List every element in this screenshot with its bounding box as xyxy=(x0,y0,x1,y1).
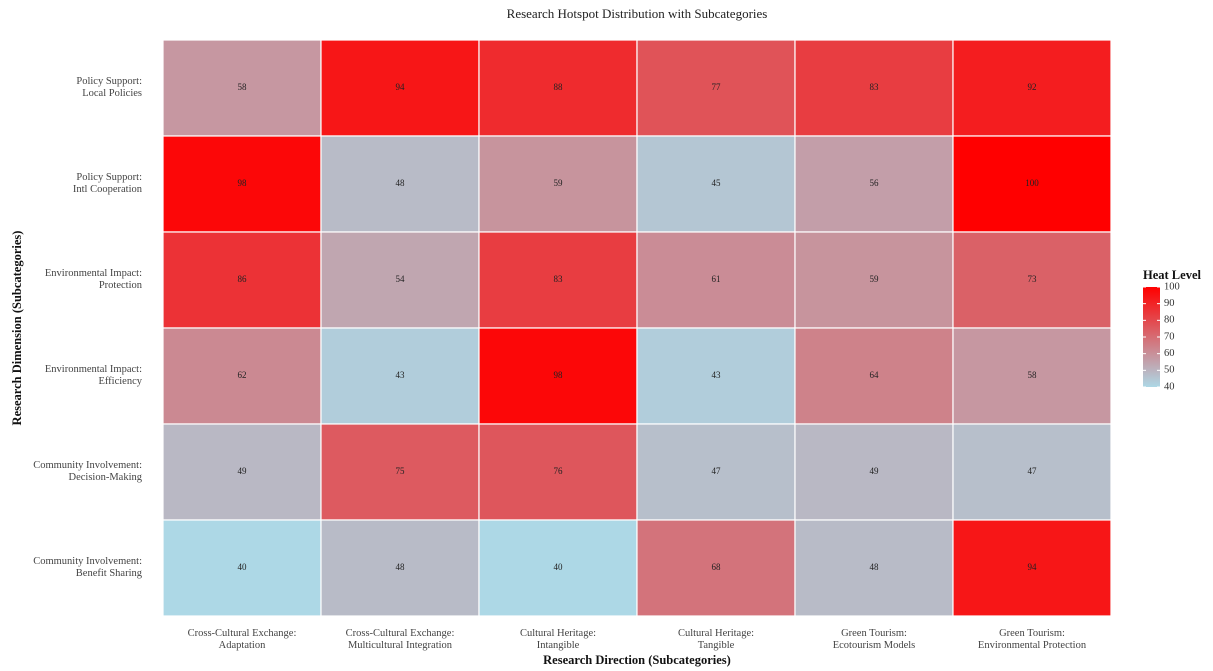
cell-label: 77 xyxy=(712,82,722,92)
colorbar-tick-label: 70 xyxy=(1164,331,1175,342)
cell-label: 94 xyxy=(1028,562,1038,572)
x-tick-label: Cultural Heritage: Intangible xyxy=(519,628,597,651)
cell-label: 88 xyxy=(554,82,564,92)
heat-cell xyxy=(794,423,954,521)
heat-cell xyxy=(478,231,638,329)
cell-label: 40 xyxy=(238,562,248,572)
colorbar-tick-label: 90 xyxy=(1164,298,1175,309)
colorbar-tick-label: 40 xyxy=(1164,381,1175,392)
heat-cell xyxy=(952,423,1112,521)
cell-label: 61 xyxy=(712,274,721,284)
heat-cell xyxy=(478,39,638,137)
cell-label: 68 xyxy=(712,562,722,572)
x-tick-label: Cross-Cultural Exchange: Multicultural I… xyxy=(345,628,455,651)
x-tick-label: Cultural Heritage: Tangible xyxy=(677,628,755,651)
heat-cell xyxy=(478,423,638,521)
heat-cell xyxy=(952,39,1112,137)
cell-label: 98 xyxy=(238,178,248,188)
y-tick-label: Community Involvement: Decision-Making xyxy=(33,460,142,483)
cell-label: 59 xyxy=(870,274,880,284)
cell-label: 58 xyxy=(1028,370,1038,380)
heat-cell xyxy=(952,231,1112,329)
y-tick-label: Policy Support: Local Policies xyxy=(76,76,142,99)
y-axis-title: Research Dimension (Subcategories) xyxy=(10,231,24,426)
heat-cell xyxy=(636,135,796,233)
cell-label: 73 xyxy=(1028,274,1038,284)
cell-label: 94 xyxy=(396,82,406,92)
y-tick-label: Community Involvement: Benefit Sharing xyxy=(33,556,142,579)
cell-label: 75 xyxy=(396,466,406,476)
heat-cell xyxy=(320,327,480,425)
heat-cell xyxy=(952,519,1112,617)
heat-cell xyxy=(794,519,954,617)
heat-cell xyxy=(162,423,322,521)
cell-label: 92 xyxy=(1028,82,1037,92)
heat-cell xyxy=(162,231,322,329)
cell-label: 98 xyxy=(554,370,564,380)
heat-cell xyxy=(636,39,796,137)
colorbar-tick-label: 60 xyxy=(1164,348,1175,359)
heat-cell xyxy=(794,327,954,425)
heat-cell xyxy=(162,519,322,617)
cell-label: 48 xyxy=(870,562,880,572)
colorbar-tick-label: 100 xyxy=(1164,281,1180,292)
heat-cell xyxy=(636,423,796,521)
cell-label: 49 xyxy=(238,466,248,476)
cell-label: 48 xyxy=(396,562,406,572)
x-tick-label: Cross-Cultural Exchange: Adaptation xyxy=(187,628,297,651)
y-tick-label: Environmental Impact: Efficiency xyxy=(44,364,142,387)
cell-label: 64 xyxy=(870,370,880,380)
heat-cell xyxy=(794,231,954,329)
colorbar xyxy=(1143,287,1160,387)
colorbar-tick-label: 80 xyxy=(1164,315,1175,326)
x-axis-title: Research Direction (Subcategories) xyxy=(543,653,731,667)
cell-label: 100 xyxy=(1025,178,1039,188)
colorbar-tick-label: 50 xyxy=(1164,365,1175,376)
cell-label: 45 xyxy=(712,178,722,188)
x-tick-label: Green Tourism: Environmental Protection xyxy=(977,628,1087,651)
cell-label: 62 xyxy=(238,370,247,380)
cell-label: 47 xyxy=(1028,466,1038,476)
heat-cell xyxy=(636,327,796,425)
cell-label: 48 xyxy=(396,178,406,188)
cell-label: 47 xyxy=(712,466,722,476)
heat-cell xyxy=(320,231,480,329)
heat-cell xyxy=(162,39,322,137)
cell-label: 49 xyxy=(870,466,880,476)
heat-cell xyxy=(320,39,480,137)
y-tick-label: Environmental Impact: Protection xyxy=(44,268,142,291)
cell-label: 43 xyxy=(712,370,722,380)
heat-cell xyxy=(952,327,1112,425)
legend-title: Heat Level xyxy=(1143,268,1201,282)
cell-label: 83 xyxy=(870,82,880,92)
heat-cell xyxy=(478,327,638,425)
cell-label: 58 xyxy=(238,82,248,92)
cell-label: 56 xyxy=(870,178,880,188)
cell-label: 86 xyxy=(238,274,248,284)
cell-label: 76 xyxy=(554,466,564,476)
cell-label: 40 xyxy=(554,562,564,572)
chart-title: Research Hotspot Distribution with Subca… xyxy=(507,6,768,21)
heat-cell xyxy=(794,39,954,137)
heat-cell xyxy=(636,231,796,329)
cell-label: 59 xyxy=(554,178,564,188)
heat-cell xyxy=(162,327,322,425)
cell-label: 83 xyxy=(554,274,564,284)
x-tick-label: Green Tourism: Ecotourism Models xyxy=(832,628,916,651)
y-tick-label: Policy Support: Intl Cooperation xyxy=(72,172,142,195)
cell-label: 43 xyxy=(396,370,406,380)
heat-cell xyxy=(636,519,796,617)
cell-label: 54 xyxy=(396,274,406,284)
heat-cell xyxy=(320,135,480,233)
heat-cell xyxy=(952,135,1112,233)
